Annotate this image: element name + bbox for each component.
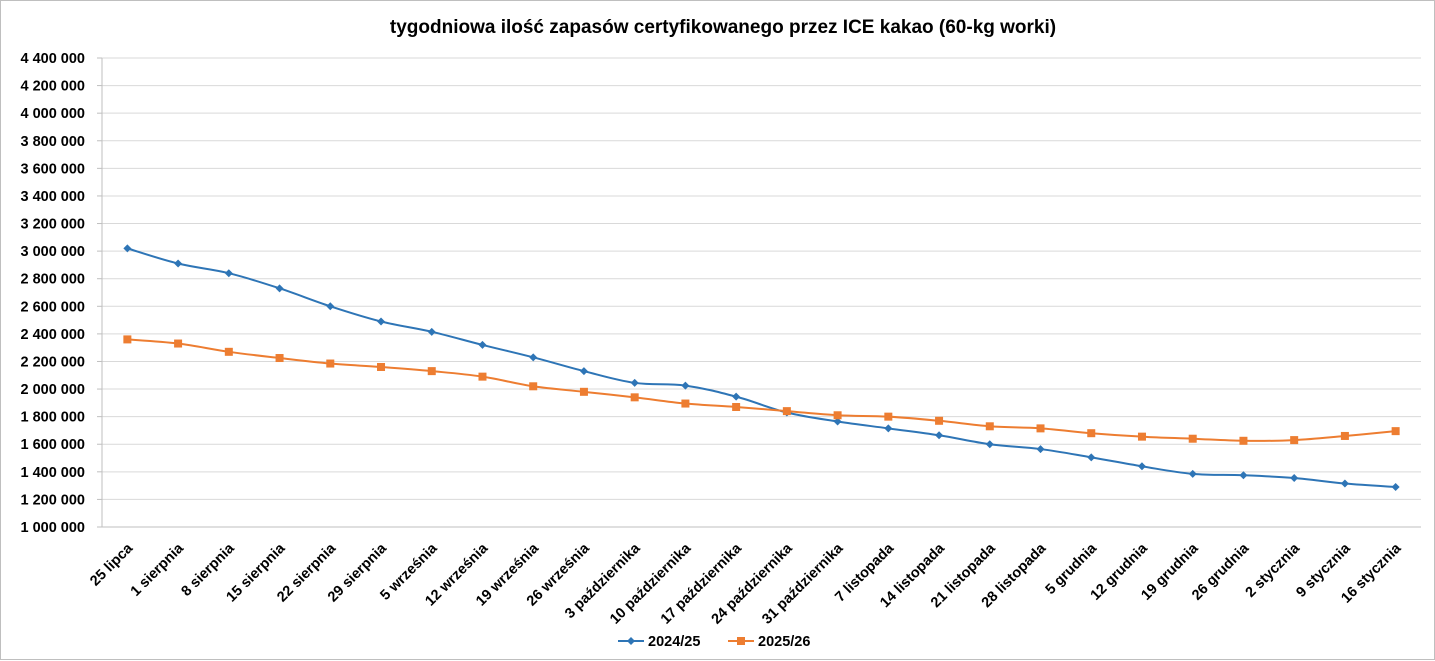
- legend: 2024/25 2025/26: [618, 634, 810, 650]
- data-point: [833, 417, 842, 426]
- data-point: [884, 412, 893, 421]
- y-tick-label: 1 400 000: [20, 465, 85, 481]
- data-point: [275, 284, 284, 293]
- data-point: [1391, 427, 1400, 436]
- y-tick-label: 2 200 000: [20, 354, 85, 370]
- y-tick-label: 2 800 000: [20, 272, 85, 288]
- legend-label: 2024/25: [648, 634, 700, 650]
- y-tick-label: 2 400 000: [20, 327, 85, 343]
- y-axis-tick-labels: 1 000 000 1 200 000 1 400 000 1 600 000 1 80…: [20, 51, 85, 536]
- data-point: [884, 424, 893, 433]
- data-point: [1087, 429, 1096, 438]
- data-point: [1036, 445, 1045, 454]
- data-point: [1340, 431, 1349, 440]
- data-point: [224, 347, 233, 356]
- x-tick-label: 25 lipca: [87, 540, 137, 590]
- y-tick-label: 1 200 000: [20, 492, 85, 508]
- y-tick-label: 3 800 000: [20, 134, 85, 150]
- data-point: [1188, 469, 1197, 478]
- chart-title: tygodniowa ilość zapasów certyfikowanego…: [390, 17, 1056, 38]
- y-tick-label: 4 400 000: [20, 51, 85, 67]
- y-tick-label: 3 600 000: [20, 161, 85, 177]
- data-point: [478, 340, 487, 349]
- y-tick-label: 1 800 000: [20, 410, 85, 426]
- data-point: [579, 367, 588, 376]
- data-point: [681, 399, 690, 408]
- data-point: [985, 422, 994, 431]
- data-point: [1036, 424, 1045, 433]
- data-point: [1137, 432, 1146, 441]
- gridlines: [102, 57, 1421, 500]
- data-point: [123, 244, 132, 253]
- series-line: [127, 247, 1396, 488]
- data-point: [275, 354, 284, 363]
- data-point: [529, 382, 538, 391]
- y-tick-label: 4 000 000: [20, 106, 85, 122]
- x-tick-label: 1 sierpnia: [128, 540, 188, 600]
- data-point: [782, 407, 791, 416]
- y-tick-label: 1 600 000: [20, 437, 85, 453]
- data-point: [174, 339, 183, 348]
- data-point: [1391, 482, 1400, 491]
- data-point: [377, 317, 386, 326]
- data-point: [427, 367, 436, 376]
- data-point: [427, 327, 436, 336]
- data-point: [935, 416, 944, 425]
- y-tick-label: 4 200 000: [20, 79, 85, 95]
- data-point: [1239, 436, 1248, 445]
- legend-item: 2024/25: [618, 634, 700, 650]
- data-point: [579, 387, 588, 396]
- data-point: [377, 362, 386, 371]
- data-point: [1340, 479, 1349, 488]
- data-point: [326, 302, 335, 311]
- data-point: [935, 431, 944, 440]
- data-point: [985, 440, 994, 449]
- axes: [97, 57, 1421, 528]
- data-point: [732, 392, 741, 401]
- data-point: [1087, 453, 1096, 462]
- data-point: [174, 259, 183, 268]
- data-point: [224, 269, 233, 278]
- y-tick-label: 1 000 000: [20, 520, 85, 536]
- data-point: [1239, 471, 1248, 480]
- y-tick-label: 2 600 000: [20, 299, 85, 315]
- y-tick-label: 3 000 000: [20, 244, 85, 260]
- data-point: [681, 381, 690, 390]
- data-point: [529, 353, 538, 362]
- data-point: [1137, 462, 1146, 471]
- series-line: [127, 338, 1396, 442]
- y-tick-label: 3 200 000: [20, 217, 85, 233]
- data-point: [630, 378, 639, 387]
- data-point: [833, 411, 842, 420]
- data-point: [478, 372, 487, 381]
- series: [123, 244, 1400, 491]
- series-2024-25: [123, 244, 1400, 491]
- data-point: [1290, 474, 1299, 483]
- data-point: [732, 402, 741, 411]
- y-tick-label: 3 400 000: [20, 189, 85, 205]
- y-tick-label: 2 000 000: [20, 382, 85, 398]
- legend-marker: [627, 637, 635, 645]
- data-point: [1290, 436, 1299, 445]
- legend-item: 2025/26: [728, 634, 810, 650]
- legend-marker: [737, 637, 745, 645]
- data-point: [1188, 434, 1197, 443]
- data-point: [630, 393, 639, 402]
- series-2025-26: [123, 335, 1400, 445]
- legend-label: 2025/26: [758, 634, 810, 650]
- data-point: [326, 359, 335, 368]
- data-point: [123, 335, 132, 344]
